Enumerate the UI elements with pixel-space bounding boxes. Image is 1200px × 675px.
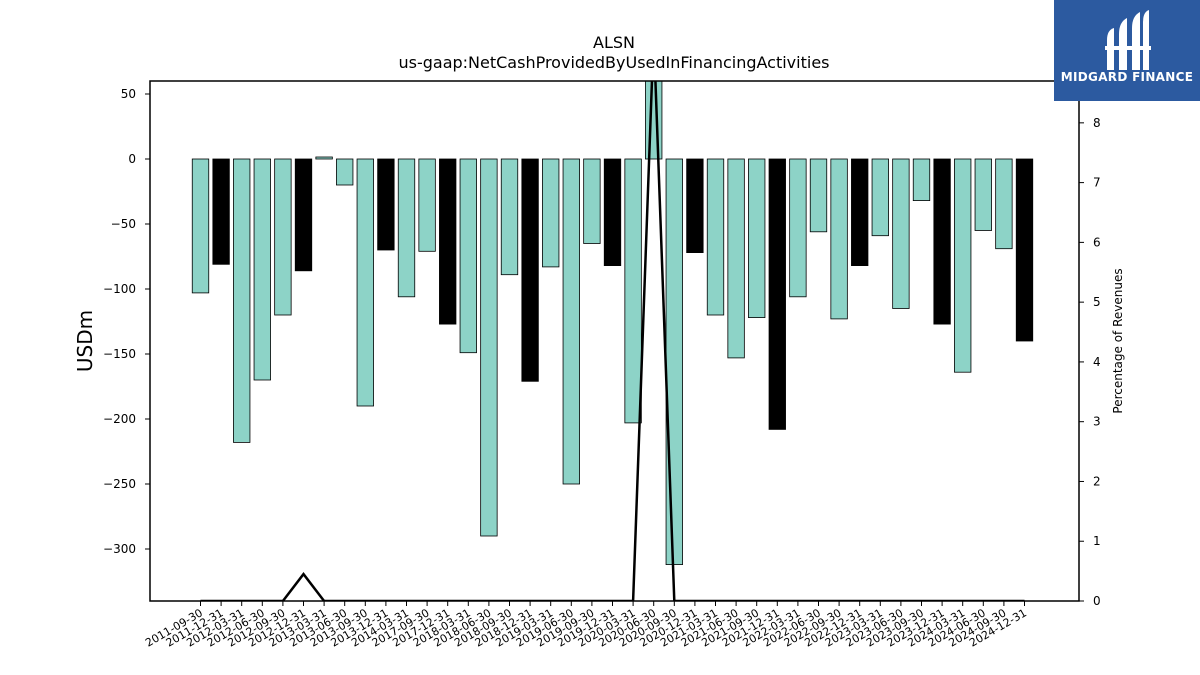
y2-tick-label: 7 [1093, 176, 1101, 190]
bar-2021-03-31 [706, 158, 725, 316]
bar-2020-09-30 [665, 158, 683, 566]
logo-text: MIDGARD FINANCE [1061, 70, 1193, 84]
bar-2023-03-31 [871, 158, 889, 237]
y2-tick-label: 6 [1093, 235, 1101, 249]
bar-2023-12-31 [933, 158, 951, 325]
y-tick-label: 0 [128, 152, 136, 166]
y-tick-label: −100 [103, 282, 136, 296]
y2-tick-label: 8 [1093, 116, 1101, 130]
plot-frame [149, 80, 1080, 602]
bar-2023-09-30 [912, 158, 931, 201]
y-axis-ticks: 50 0 −50 −100 −150 −200 −250 −300 [103, 87, 150, 556]
bar-2019-12-31 [603, 158, 622, 266]
bar-2011-12-31 [212, 158, 230, 265]
bar-2024-12-31 [1015, 158, 1034, 342]
chart-title: ALSN [593, 33, 635, 52]
bar-2013-03-31 [315, 156, 333, 160]
bar-2014-03-31 [397, 158, 416, 298]
bars-group [191, 81, 1034, 566]
bar-2012-12-31 [294, 158, 313, 272]
midgard-logo: MIDGARD FINANCE [1054, 0, 1200, 101]
y2-tick-label: 4 [1093, 355, 1101, 369]
bar-2022-06-30 [809, 158, 828, 233]
y-tick-label: −200 [103, 412, 136, 426]
bar-2021-06-30 [727, 158, 745, 359]
bar-2013-12-31 [377, 158, 395, 251]
bar-2023-06-30 [892, 158, 910, 309]
bar-2017-12-31 [439, 158, 457, 325]
y2-tick-label: 2 [1093, 474, 1101, 488]
bar-2018-12-31 [521, 158, 539, 382]
y-axis-label: USDm [73, 310, 97, 372]
y-tick-label: −50 [111, 217, 136, 231]
bar-2012-06-30 [253, 158, 271, 381]
bar-2017-09-30 [418, 158, 436, 252]
bar-2024-03-31 [954, 158, 972, 373]
bar-2022-12-31 [851, 158, 869, 266]
logo-mark-icon [1105, 10, 1151, 70]
bar-2022-09-30 [830, 158, 848, 320]
bar-2020-06-30 [645, 81, 663, 160]
y2-tick-label: 3 [1093, 415, 1101, 429]
y-tick-label: −150 [103, 347, 136, 361]
bar-2019-03-31 [542, 158, 560, 268]
y2-tick-label: 5 [1093, 295, 1101, 309]
y2-axis-label: Percentage of Revenues [1111, 268, 1125, 413]
x-axis-ticks: 2011-09-302011-12-312012-03-312012-06-30… [143, 601, 1029, 650]
y2-tick-label: 0 [1093, 594, 1101, 608]
y-tick-label: −300 [103, 542, 136, 556]
bar-2019-06-30 [562, 158, 580, 485]
y2-tick-label: 1 [1093, 534, 1101, 548]
bar-2020-03-31 [624, 158, 642, 424]
bar-2022-03-31 [789, 158, 807, 298]
chart-subtitle: us-gaap:NetCashProvidedByUsedInFinancing… [398, 53, 829, 72]
bar-2011-09-30 [191, 158, 210, 294]
y-tick-label: 50 [121, 87, 136, 101]
bar-2018-03-31 [459, 158, 477, 354]
bar-2013-06-30 [336, 158, 354, 186]
bar-2021-09-30 [748, 158, 766, 319]
bar-2012-09-30 [274, 158, 292, 316]
bar-2012-03-31 [233, 158, 251, 443]
bar-2018-09-30 [500, 158, 519, 276]
y2-axis-ticks: 0 1 2 3 4 5 6 7 8 [1079, 116, 1101, 608]
bar-2024-06-30 [974, 158, 992, 231]
bar-2024-09-30 [995, 158, 1013, 250]
bar-2020-12-31 [686, 158, 704, 253]
bar-2019-09-30 [583, 158, 601, 244]
percentage-of-revenues-line [200, 81, 1025, 601]
y-tick-label: −250 [103, 477, 136, 491]
bar-2013-09-30 [356, 158, 374, 407]
bar-2021-12-31 [768, 158, 786, 430]
bar-2018-06-30 [480, 158, 498, 537]
line-series-group [200, 81, 1025, 601]
